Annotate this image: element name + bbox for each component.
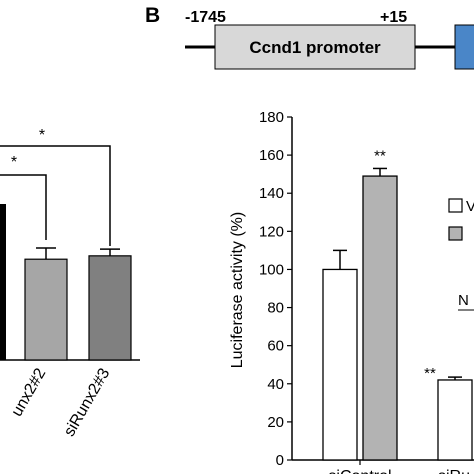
y-tick-label: 0 <box>276 452 284 469</box>
x-tick-label: unx2#2 <box>8 365 49 419</box>
bar <box>437 379 473 461</box>
significance-marker: ** <box>424 365 436 382</box>
left-panel-chart: * * unx2#2 siRunx2#3 <box>0 127 140 439</box>
y-tick-label: 40 <box>267 376 284 393</box>
y-axis-label: Luciferase activity (%) <box>229 212 246 369</box>
significance-marker: ** <box>374 147 386 164</box>
y-tick-label: 180 <box>259 109 284 126</box>
y-tick-label: 20 <box>267 414 284 431</box>
legend-label-0: V <box>466 198 474 215</box>
legend: V N <box>448 198 474 311</box>
promoter-start-label: -1745 <box>185 9 226 26</box>
y-tick-label: 80 <box>267 300 284 317</box>
bar <box>362 175 398 461</box>
y-tick-label: 140 <box>259 185 284 202</box>
legend-swatch-gray <box>448 226 463 241</box>
bar <box>88 255 132 361</box>
bar <box>24 258 68 361</box>
significance-marker: * <box>39 127 45 144</box>
bar <box>0 204 6 360</box>
x-tick-label: siControl <box>328 468 391 474</box>
promoter-name: Ccnd1 promoter <box>249 38 381 57</box>
x-tick-label: siRunx2#3 <box>61 365 114 439</box>
significance-marker: * <box>11 154 17 171</box>
luciferase-reporter-box <box>454 24 474 70</box>
panel-label: B <box>145 4 160 27</box>
legend-label-2: N <box>458 292 469 309</box>
promoter-box <box>214 24 416 70</box>
y-tick-label: 120 <box>259 223 284 240</box>
promoter-end-label: +15 <box>380 9 407 26</box>
legend-swatch-white <box>448 198 463 213</box>
significance-bracket <box>0 145 111 246</box>
y-tick-label: 100 <box>259 261 284 278</box>
promoter-schematic: B -1745 +15 Ccnd1 promoter <box>145 4 474 70</box>
bar <box>322 268 358 461</box>
significance-bracket <box>0 174 47 240</box>
luciferase-chart: Luciferase activity (%) 0 20 40 60 80 100 120 1… <box>229 109 474 474</box>
x-tick-label: siRu <box>438 468 470 474</box>
y-tick-label: 160 <box>259 147 284 164</box>
y-tick-label: 60 <box>267 338 284 355</box>
